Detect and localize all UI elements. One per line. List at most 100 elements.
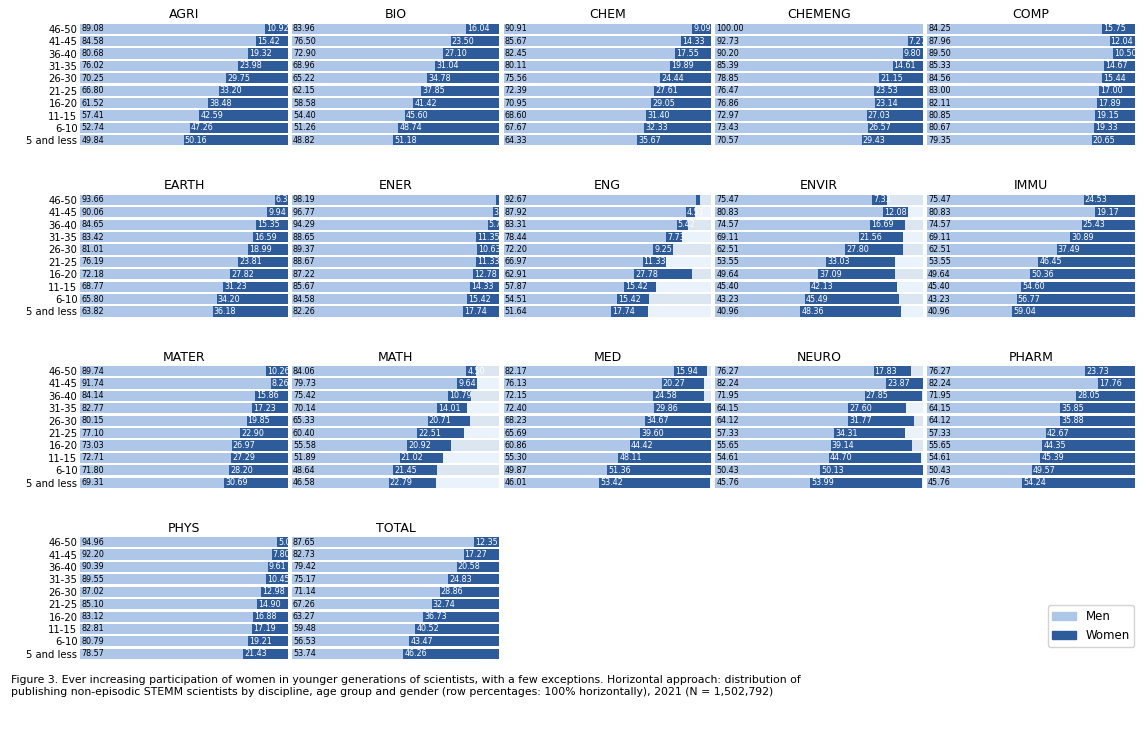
Bar	[438, 404, 466, 413]
Text: 50.13: 50.13	[821, 466, 843, 475]
Text: 7.27: 7.27	[909, 37, 927, 46]
Bar	[927, 86, 1099, 96]
Bar	[927, 269, 1030, 279]
Bar	[884, 207, 908, 218]
Bar	[503, 428, 639, 438]
Bar	[1102, 74, 1135, 83]
Bar	[696, 195, 700, 205]
Text: 46.58: 46.58	[293, 478, 315, 488]
Text: 19.85: 19.85	[248, 416, 270, 425]
Bar	[715, 281, 809, 292]
Bar	[864, 391, 923, 401]
Text: 64.15: 64.15	[716, 404, 739, 412]
Bar	[927, 49, 1113, 58]
Bar	[80, 74, 226, 83]
Bar	[503, 23, 712, 34]
Bar	[503, 404, 712, 413]
Bar	[503, 256, 643, 267]
Bar	[292, 195, 496, 205]
Bar	[927, 220, 1082, 230]
Text: 27.29: 27.29	[233, 453, 256, 462]
Text: 55.65: 55.65	[928, 441, 951, 450]
Title: MATH: MATH	[378, 351, 414, 364]
Bar	[927, 478, 1022, 488]
Bar	[292, 98, 500, 108]
Text: 55.58: 55.58	[293, 441, 316, 450]
Text: 14.67: 14.67	[1105, 62, 1128, 70]
Bar	[611, 307, 647, 316]
Text: 84.14: 84.14	[81, 392, 104, 400]
Text: 21.02: 21.02	[401, 453, 423, 462]
Bar	[292, 366, 466, 376]
Bar	[292, 123, 500, 133]
Bar	[417, 428, 464, 438]
Bar	[80, 307, 213, 316]
Bar	[927, 294, 1135, 304]
Text: 19.15: 19.15	[1096, 111, 1118, 120]
Bar	[1084, 195, 1135, 205]
Bar	[476, 232, 500, 242]
Title: AGRI: AGRI	[168, 8, 199, 21]
Text: 73.43: 73.43	[716, 124, 739, 133]
Bar	[292, 636, 409, 646]
Text: 18.99: 18.99	[250, 245, 272, 254]
Text: 5.42: 5.42	[677, 220, 696, 230]
Bar	[292, 135, 393, 146]
Bar	[503, 404, 654, 413]
Bar	[503, 465, 712, 476]
Title: TOTAL: TOTAL	[376, 522, 416, 535]
Text: 55.65: 55.65	[716, 441, 739, 450]
Bar	[715, 294, 923, 304]
Text: 88.67: 88.67	[293, 257, 315, 266]
Bar	[715, 416, 923, 426]
Text: 94.96: 94.96	[81, 538, 104, 547]
Bar	[448, 574, 500, 584]
Bar	[80, 404, 288, 413]
Bar	[292, 36, 500, 46]
Text: 66.80: 66.80	[81, 86, 104, 95]
Text: 85.67: 85.67	[504, 37, 527, 46]
Text: 45.49: 45.49	[806, 295, 829, 304]
Text: 53.74: 53.74	[293, 650, 315, 658]
Bar	[292, 440, 407, 451]
Bar	[292, 244, 478, 254]
Bar	[639, 428, 722, 438]
Bar	[252, 404, 288, 413]
Text: 15.86: 15.86	[256, 392, 278, 400]
Bar	[292, 586, 440, 597]
Text: 16.59: 16.59	[254, 232, 277, 242]
Bar	[927, 244, 1057, 254]
Bar	[873, 366, 911, 376]
Text: 61.52: 61.52	[81, 98, 104, 107]
Text: 73.03: 73.03	[81, 441, 104, 450]
Text: 42.59: 42.59	[201, 111, 223, 120]
Bar	[292, 98, 414, 108]
Bar	[619, 453, 719, 463]
Bar	[80, 220, 288, 230]
Text: 56.53: 56.53	[293, 637, 315, 646]
Bar	[927, 428, 1046, 438]
Bar	[432, 599, 500, 609]
Bar	[927, 281, 1135, 292]
Bar	[715, 294, 804, 304]
Title: PHYS: PHYS	[167, 522, 201, 535]
Bar	[862, 135, 923, 146]
Bar	[80, 232, 253, 242]
Text: 72.90: 72.90	[293, 49, 316, 58]
Bar	[927, 404, 1060, 413]
Bar	[503, 378, 661, 388]
Text: 72.97: 72.97	[716, 111, 739, 120]
Text: 62.91: 62.91	[504, 270, 527, 279]
Bar	[715, 366, 923, 376]
Bar	[617, 294, 649, 304]
Bar	[80, 86, 219, 96]
Text: 15.44: 15.44	[1104, 74, 1127, 82]
Bar	[715, 391, 923, 401]
Text: 17.83: 17.83	[874, 367, 897, 376]
Text: 84.56: 84.56	[928, 74, 951, 82]
Bar	[80, 123, 190, 133]
Bar	[213, 307, 288, 316]
Text: 15.75: 15.75	[1102, 24, 1125, 33]
Bar	[292, 416, 500, 426]
Text: 54.24: 54.24	[1023, 478, 1046, 488]
